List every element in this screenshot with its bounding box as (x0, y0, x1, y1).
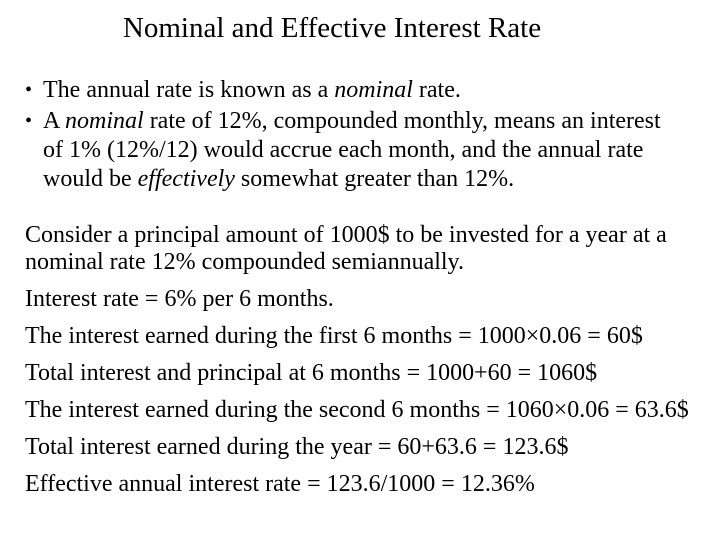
body-paragraph: Consider a principal amount of 1000$ to … (25, 222, 713, 276)
bullet-text: A nominal rate of 12%, compounded monthl… (43, 107, 713, 194)
text-run: Total interest and principal at 6 months… (25, 360, 598, 386)
text-run: somewhat greater than 12%. (234, 166, 515, 192)
text-run: of 1% (12%/12) would accrue each month, … (43, 137, 644, 163)
bullet-list: • The annual rate is known as a nominal r… (25, 76, 713, 194)
text-run: would be (43, 166, 138, 192)
text-run: The interest earned during the second 6 … (25, 397, 689, 423)
text-run: The annual rate is known as a (43, 77, 335, 103)
bullet-item: • The annual rate is known as a nominal r… (25, 76, 713, 105)
body-paragraph: Interest rate = 6% per 6 months. (25, 286, 713, 313)
text-run: Total interest earned during the year = … (25, 434, 569, 460)
bullet-icon: • (25, 79, 33, 101)
text-run: rate of 12%, compounded monthly, means a… (143, 108, 661, 134)
italic-text-run: nominal (65, 108, 144, 134)
slide-content: • The annual rate is known as a nominal r… (25, 76, 713, 508)
text-run: The interest earned during the first 6 m… (25, 323, 643, 349)
bullet-text: The annual rate is known as a nominal ra… (43, 76, 713, 105)
bullet-item: • A nominal rate of 12%, compounded month… (25, 107, 713, 194)
body-paragraph: The interest earned during the second 6 … (25, 397, 713, 424)
bullet-icon: • (25, 110, 33, 132)
text-run: Interest rate = 6% per 6 months. (25, 286, 334, 312)
text-run: nominal rate 12% compounded semiannually… (25, 249, 464, 275)
italic-text-run: nominal (334, 77, 413, 103)
text-run: Effective annual interest rate = 123.6/1… (25, 471, 535, 497)
slide-title: Nominal and Effective Interest Rate (122, 12, 542, 44)
text-run: Consider a principal amount of 1000$ to … (25, 222, 667, 248)
body-paragraph: Total interest and principal at 6 months… (25, 360, 713, 387)
paragraph-list: Consider a principal amount of 1000$ to … (25, 222, 713, 498)
italic-text-run: effectively (137, 166, 235, 192)
text-run: A (43, 108, 66, 134)
body-paragraph: Effective annual interest rate = 123.6/1… (25, 471, 713, 498)
body-paragraph: Total interest earned during the year = … (25, 434, 713, 461)
text-run: rate. (412, 77, 461, 103)
body-paragraph: The interest earned during the first 6 m… (25, 323, 713, 350)
